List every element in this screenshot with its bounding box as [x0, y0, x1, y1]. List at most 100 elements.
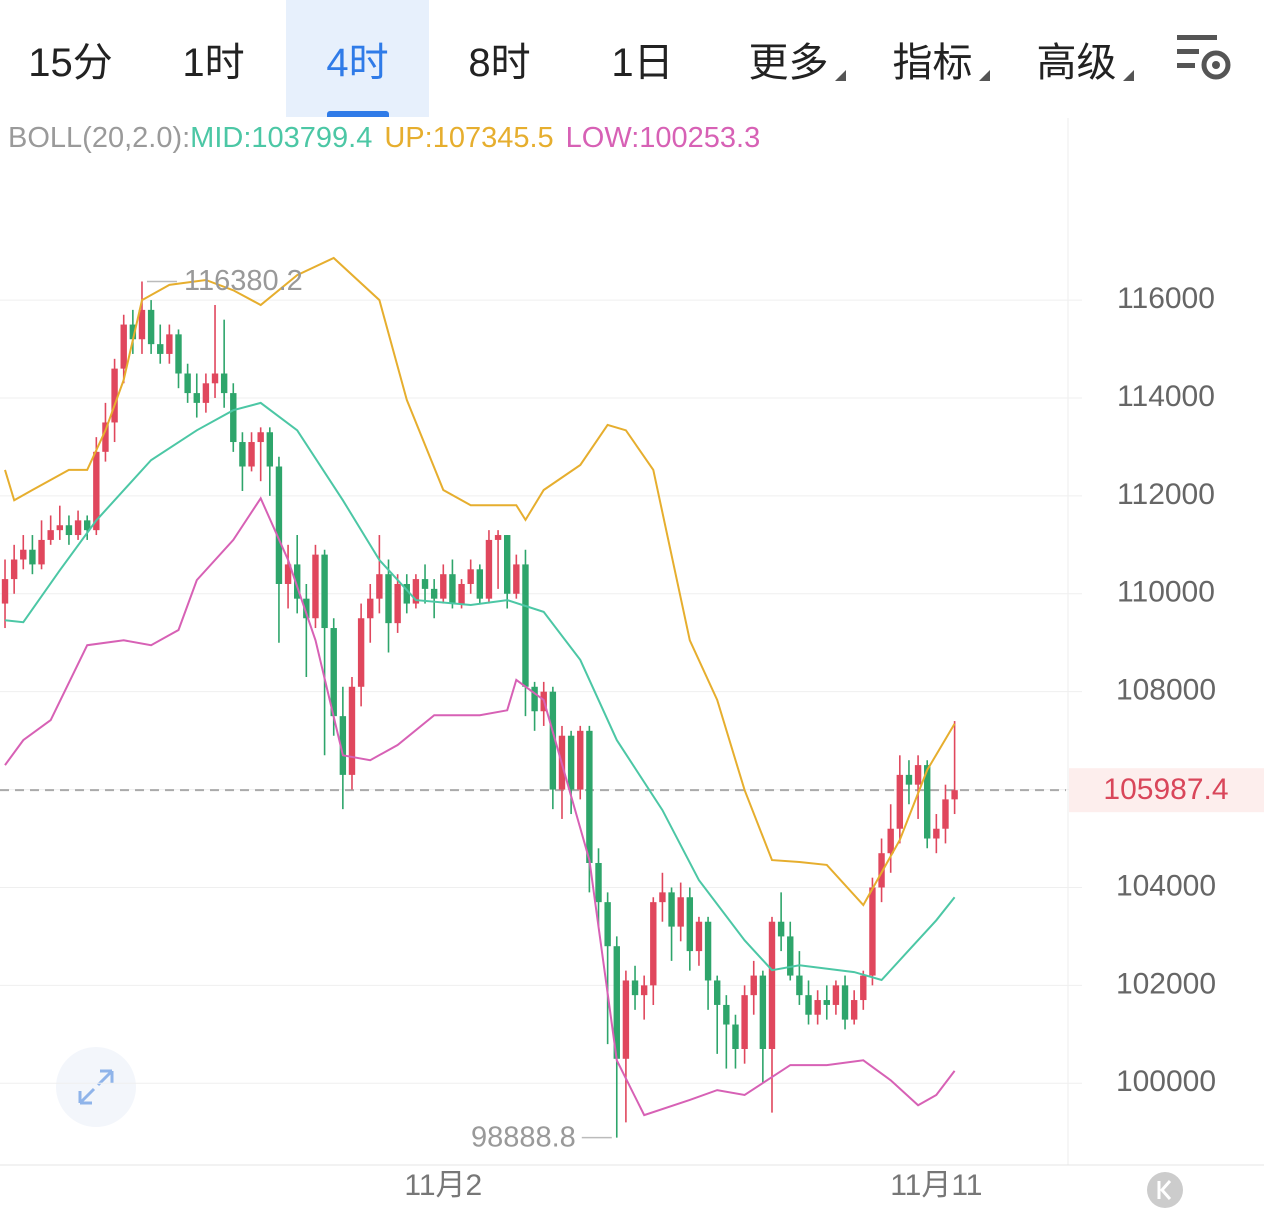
candle-body — [193, 393, 200, 403]
candle-body — [732, 1024, 739, 1049]
candle-body — [376, 574, 383, 599]
candle-body — [330, 628, 337, 717]
candle-body — [759, 975, 767, 1049]
candle-body — [440, 574, 447, 599]
candle-body — [805, 995, 812, 1015]
candle-body — [869, 887, 876, 976]
candle-body — [421, 579, 429, 589]
candle-body — [312, 554, 319, 619]
candle-body — [714, 980, 721, 1005]
high-label: 116380.2 — [184, 265, 303, 297]
reset-button[interactable] — [1147, 1172, 1183, 1208]
legend-value: 100253.3 — [639, 122, 760, 154]
candle-body — [120, 324, 127, 369]
tab[interactable]: 4时 — [286, 0, 429, 117]
candle-body — [531, 686, 538, 712]
last-price-label: 105987.4 — [1103, 773, 1228, 806]
dropdown-arrow — [979, 70, 990, 81]
candle-body — [777, 921, 785, 937]
candle-body — [449, 574, 456, 604]
candle-body — [750, 975, 757, 996]
candle-body — [111, 368, 118, 423]
tab[interactable]: 指标 — [892, 40, 973, 85]
candle-body — [220, 373, 228, 394]
legend-value: 103799.4 — [251, 122, 372, 154]
candle-body — [129, 324, 137, 340]
candle-body — [211, 373, 219, 384]
candle-body — [47, 530, 54, 540]
candle-body — [20, 549, 27, 560]
low-label: 98888.8 — [471, 1121, 576, 1153]
dropdown-arrow — [835, 70, 846, 81]
tab[interactable]: 15分 — [28, 40, 113, 85]
candle-body — [147, 309, 155, 345]
candle-body — [175, 334, 182, 374]
candle-body — [257, 432, 264, 443]
tab[interactable]: 高级 — [1036, 40, 1117, 85]
candle-body — [513, 564, 520, 594]
tab[interactable]: 8时 — [468, 40, 531, 85]
candle-body — [741, 995, 748, 1049]
y-tick-label: 114000 — [1117, 380, 1215, 413]
y-tick-label: 108000 — [1116, 674, 1216, 707]
candle-body — [230, 393, 237, 443]
candle-body — [704, 921, 712, 981]
y-tick-label: 112000 — [1117, 478, 1215, 511]
candle-body — [942, 799, 949, 829]
candle-body — [248, 442, 255, 467]
candle-body — [202, 383, 210, 403]
candle-body — [93, 451, 100, 531]
candle-body — [458, 583, 465, 604]
candle-body — [56, 525, 64, 531]
candle-body — [10, 559, 18, 580]
candle-body — [321, 554, 328, 629]
tab[interactable]: 1日 — [611, 40, 674, 85]
candle-body — [924, 765, 931, 839]
candle-body — [275, 466, 283, 584]
candle-body — [166, 334, 173, 354]
candle-body — [266, 432, 274, 467]
candle-body — [294, 564, 301, 599]
candle-body — [832, 985, 840, 1005]
candle-body — [659, 892, 666, 903]
candle-body — [74, 520, 82, 536]
candle-body — [796, 975, 803, 996]
candle-body — [613, 946, 620, 1059]
settings-button[interactable] — [1175, 31, 1235, 91]
y-tick-label: 100000 — [1116, 1065, 1216, 1098]
candle-body — [157, 344, 164, 354]
candle-body — [860, 975, 867, 1001]
candle-body — [394, 583, 401, 624]
dropdown-arrow — [1123, 70, 1134, 81]
y-tick-label: 104000 — [1116, 869, 1216, 902]
candle-body — [522, 564, 529, 687]
candle-body — [677, 897, 684, 927]
candle-body — [586, 730, 593, 863]
tab-bar: 15分 1时 4时 8时 1日 更多 指标 高级 — [0, 0, 1264, 117]
tab[interactable]: 更多 — [748, 40, 829, 85]
candle-body — [841, 985, 849, 1020]
candle-body — [102, 422, 109, 452]
candle-body — [239, 442, 246, 467]
legend-name: LOW: — [566, 122, 640, 154]
candle-body — [549, 691, 557, 790]
y-tick-label: 102000 — [1116, 967, 1216, 1000]
expand-button[interactable] — [56, 1047, 136, 1127]
candle-body — [494, 535, 502, 540]
candle-body — [83, 520, 91, 531]
candle-body — [650, 902, 657, 986]
band-line — [4, 256, 956, 907]
x-tick-label: 11月2 — [404, 1169, 482, 1202]
candle-body — [367, 598, 374, 619]
candle-body — [385, 574, 392, 624]
tab[interactable]: 1时 — [182, 40, 245, 85]
candle-body — [29, 549, 36, 565]
candle-body — [933, 828, 940, 839]
candle-body — [887, 828, 894, 854]
y-tick-label: 110000 — [1117, 576, 1215, 609]
candle-body — [65, 525, 73, 536]
candle-body — [695, 921, 703, 952]
candle-body — [595, 862, 602, 903]
